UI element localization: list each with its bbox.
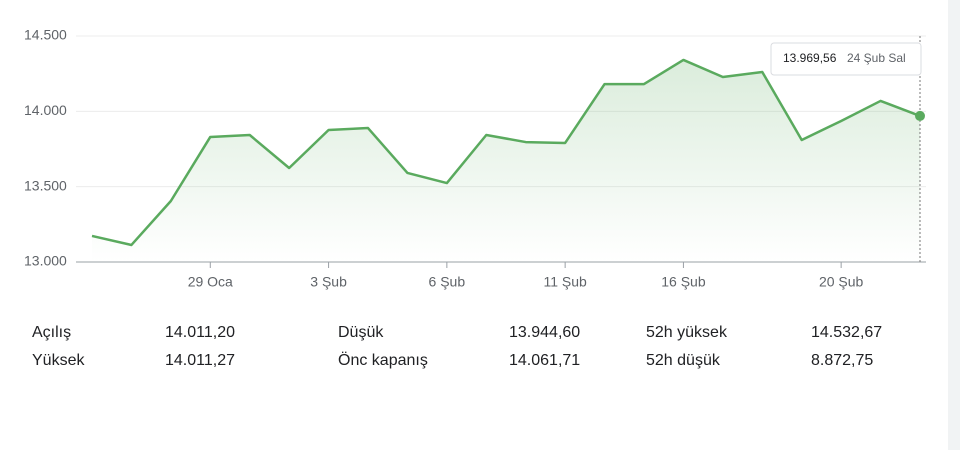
- tooltip-box: [770, 42, 922, 76]
- stat-value: 14.061,71: [509, 352, 580, 369]
- stat-label: Yüksek: [32, 352, 85, 369]
- x-tick-label: 3 Şub: [310, 274, 347, 290]
- area-fill: [92, 59, 920, 263]
- current-point: [915, 110, 925, 121]
- stat-label: 52h düşük: [646, 352, 721, 369]
- y-tick-label: 13.500: [24, 177, 67, 193]
- x-tick-label: 6 Şub: [429, 274, 466, 290]
- stat-label: 52h yüksek: [646, 324, 728, 341]
- x-tick-label: 16 Şub: [661, 274, 706, 290]
- stat-label: Düşük: [338, 324, 384, 341]
- x-tick-label: 29 Oca: [188, 274, 233, 290]
- tooltip-date: 24 Şub Sal: [847, 51, 906, 65]
- stat-label: Açılış: [32, 324, 71, 341]
- y-tick-label: 14.000: [24, 102, 67, 118]
- stat-value: 14.011,20: [165, 324, 235, 341]
- price-line: [91, 58, 921, 247]
- x-tick-label: 20 Şub: [819, 274, 864, 290]
- y-tick-label: 14.500: [24, 27, 67, 43]
- stat-value: 14.532,67: [811, 324, 882, 341]
- stat-value: 8.872,75: [811, 352, 873, 369]
- scroll-edge: [948, 0, 960, 450]
- stat-label: Önc kapanış: [338, 351, 428, 369]
- y-tick-label: 13.000: [24, 253, 67, 269]
- stat-value: 13.944,60: [509, 324, 580, 341]
- tooltip-value: 13.969,56: [783, 51, 837, 65]
- stat-value: 14.011,27: [165, 352, 235, 369]
- x-tick-label: 11 Şub: [543, 274, 587, 290]
